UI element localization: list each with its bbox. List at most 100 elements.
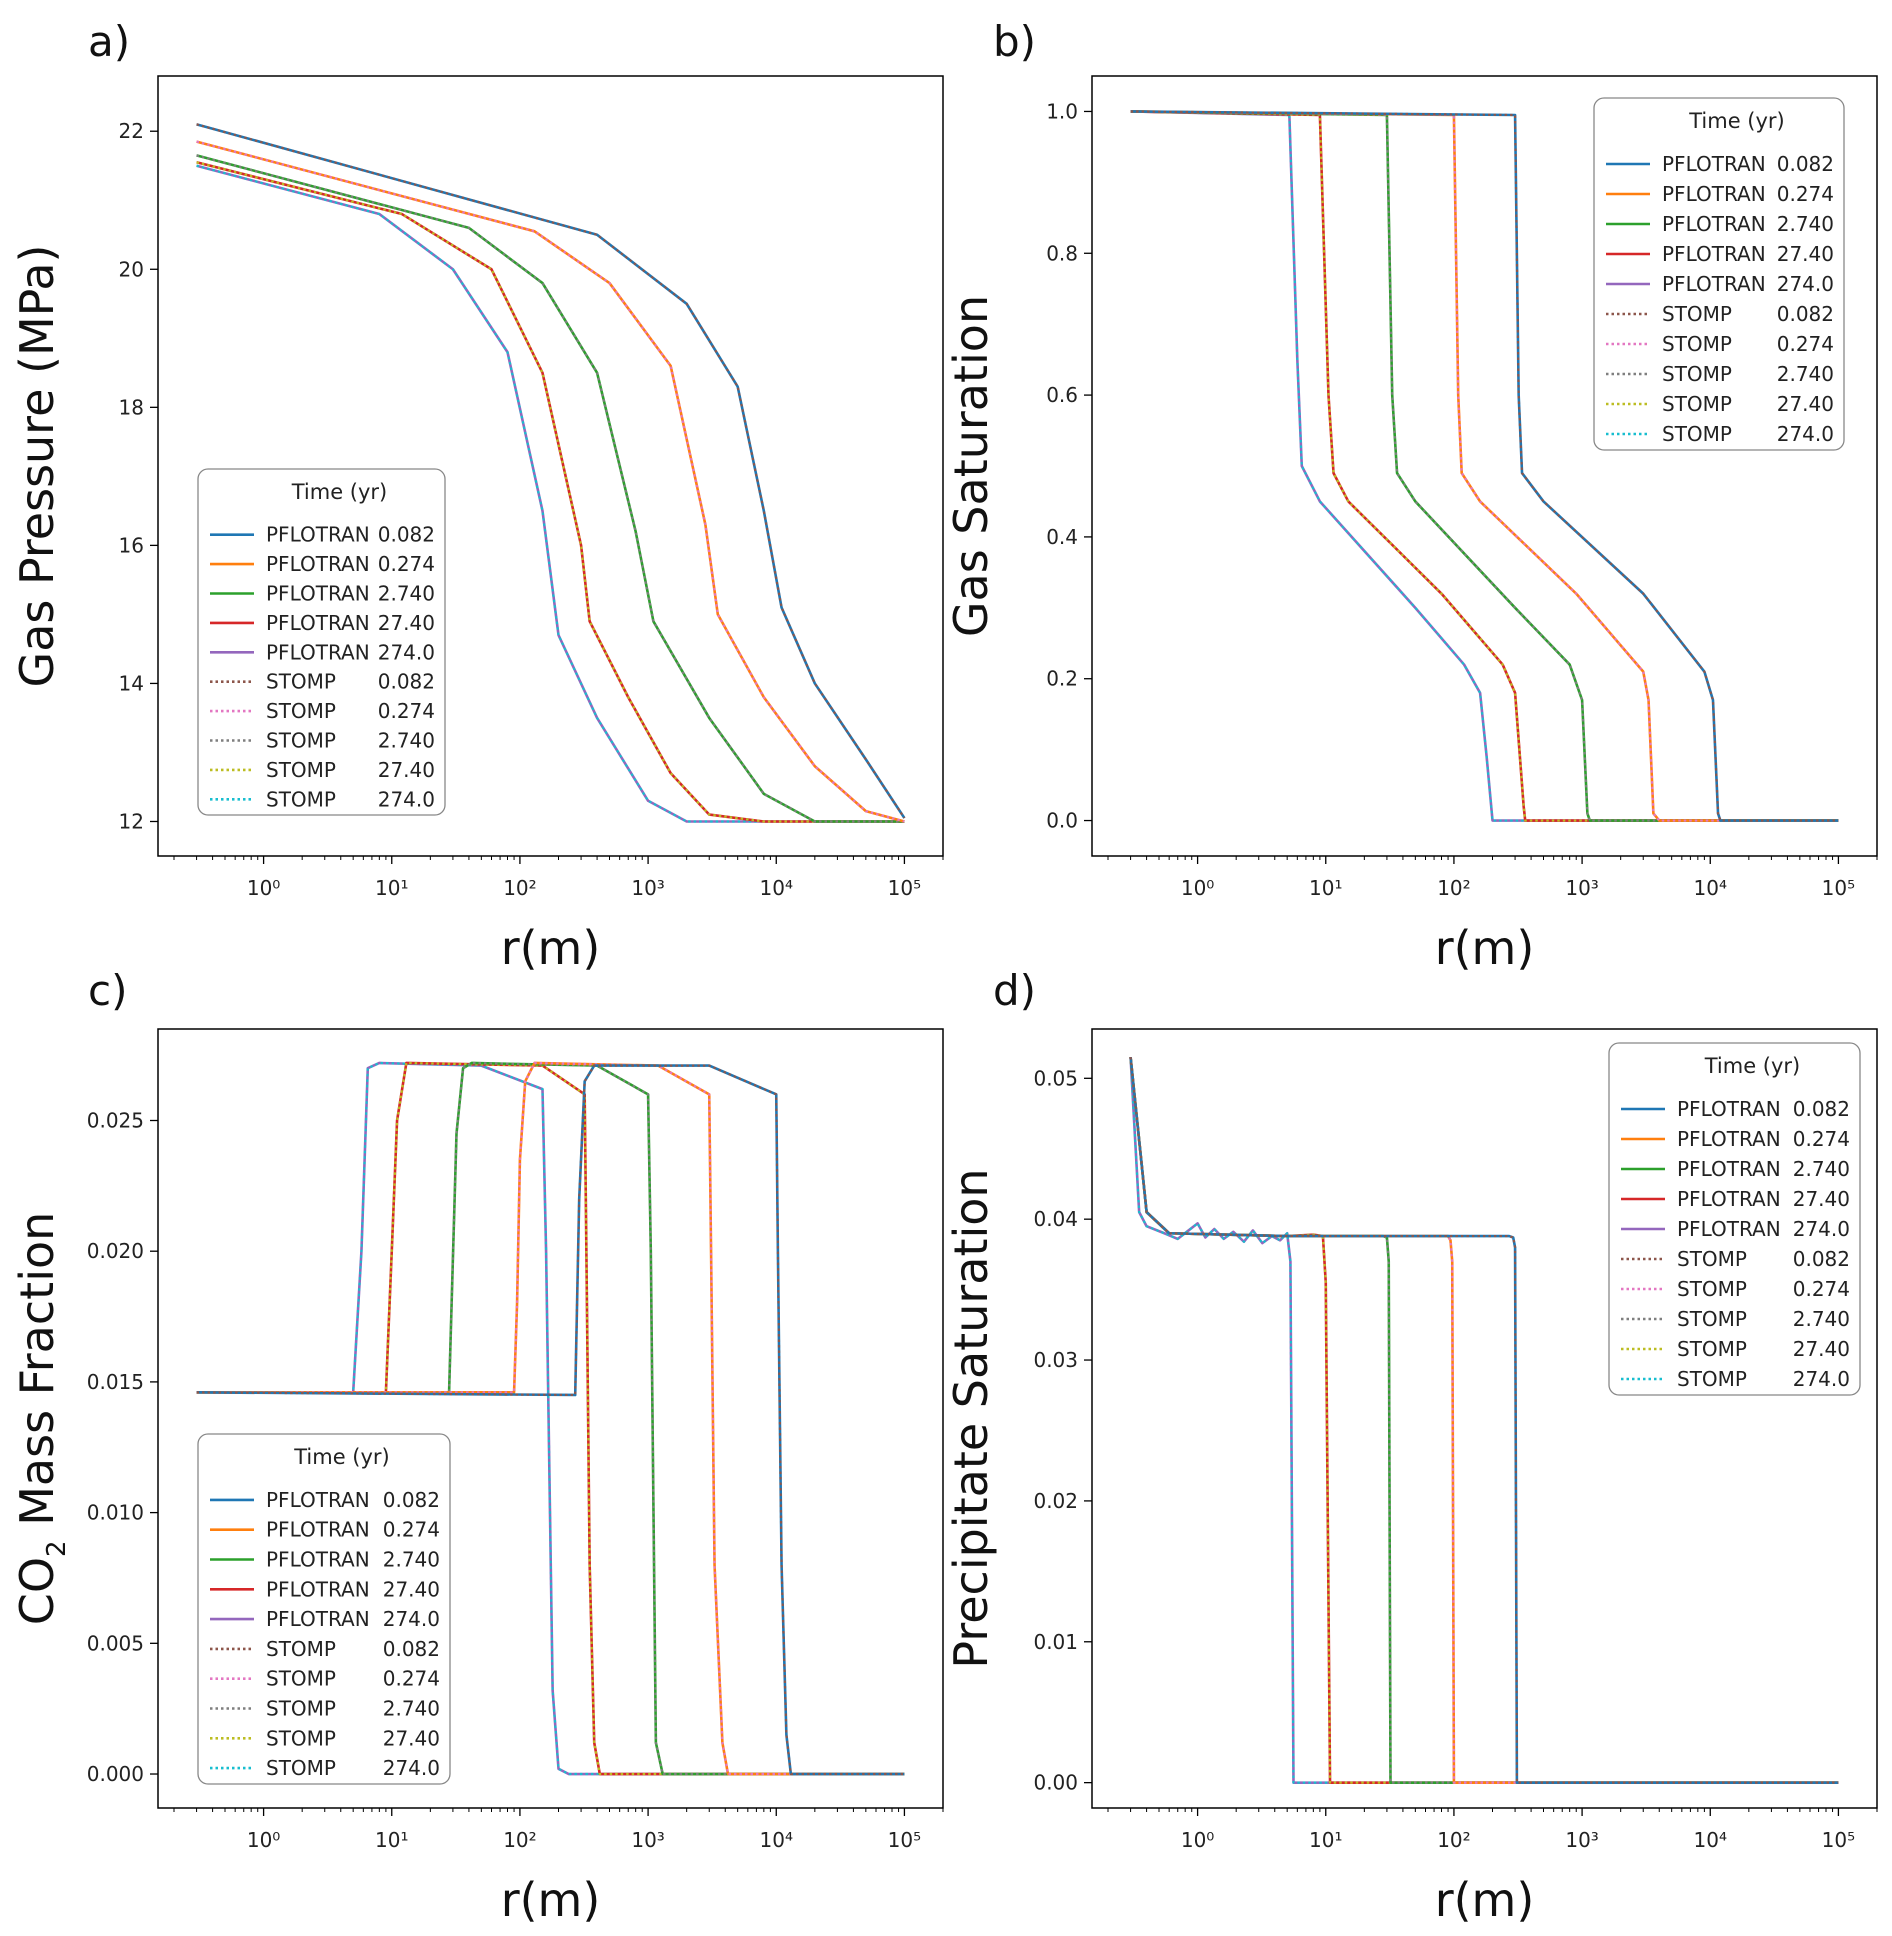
panel-a: a) 10⁰ 10¹ 10² 10³ 10⁴ 10⁵ 12 14 16 18 20 22 r(m) Gas … xyxy=(10,17,944,975)
y-tick-label: 0.01 xyxy=(1033,1630,1078,1654)
legend-series-name: STOMP xyxy=(1677,1367,1747,1391)
x-ticks: 10⁰ 10¹ 10² 10³ 10⁴ 10⁵ xyxy=(1107,1808,1878,1852)
series-line-pflotran xyxy=(1129,1057,1839,1784)
series-line-stomp xyxy=(196,123,906,819)
panel-d: d) 10⁰ 10¹ 10² 10³ 10⁴ 10⁵ 0.00 0.01 0.02 0.03 0.04… xyxy=(944,966,1878,1927)
legend-series-time: 0.274 xyxy=(383,1667,440,1691)
legend-series-name: PFLOTRAN xyxy=(266,1488,370,1512)
legend-series-time: 274.0 xyxy=(378,640,435,664)
legend-series-name: PFLOTRAN xyxy=(1677,1187,1781,1211)
legend-series-name: STOMP xyxy=(266,670,336,694)
series-line-stomp xyxy=(1130,110,1839,822)
series-line-stomp xyxy=(1130,110,1839,822)
legend-title: Time (yr) xyxy=(1688,109,1785,133)
legend-series-time: 0.274 xyxy=(1777,182,1834,206)
legend-box xyxy=(197,1433,451,1785)
y-tick-label: 12 xyxy=(119,809,144,833)
legend-series-name: PFLOTRAN xyxy=(266,1577,370,1601)
legend-series-name: STOMP xyxy=(266,1637,336,1661)
x-ticks: 10⁰ 10¹ 10² 10³ 10⁴ 10⁵ xyxy=(1107,856,1878,900)
y-tick-label: 0.2 xyxy=(1046,667,1078,691)
x-tick-label: 10⁰ xyxy=(1181,876,1214,900)
x-axis-label: r(m) xyxy=(501,921,601,975)
y-tick-label: 0.020 xyxy=(87,1239,144,1263)
legend-series-name: STOMP xyxy=(1677,1277,1747,1301)
y-axis-label: Gas Pressure (MPa) xyxy=(10,245,64,688)
legend-series-time: 2.740 xyxy=(378,582,435,606)
series-line-pflotran xyxy=(1130,110,1839,822)
legend-series-name: PFLOTRAN xyxy=(1662,242,1766,266)
legend: Time (yr) PFLOTRAN 0.082 PFLOTRAN 0.274 PFLOT… xyxy=(1593,97,1845,451)
y-tick-label: 22 xyxy=(119,119,144,143)
legend-series-name: STOMP xyxy=(266,699,336,723)
legend-series-time: 27.40 xyxy=(1777,392,1834,416)
y-ticks: 12 14 16 18 20 22 xyxy=(119,119,158,833)
y-tick-label: 0.04 xyxy=(1033,1207,1078,1231)
y-tick-label: 0.025 xyxy=(87,1108,144,1132)
x-tick-label: 10⁴ xyxy=(760,1828,793,1852)
legend-series-time: 0.082 xyxy=(383,1488,440,1512)
legend-series-time: 27.40 xyxy=(383,1726,440,1750)
x-tick-label: 10³ xyxy=(1565,1828,1598,1852)
y-tick-label: 0.4 xyxy=(1046,525,1078,549)
legend-series-time: 0.274 xyxy=(1777,332,1834,356)
legend-series-time: 0.082 xyxy=(1793,1097,1850,1121)
legend-series-name: STOMP xyxy=(1662,362,1732,386)
legend-title: Time (yr) xyxy=(1704,1054,1801,1078)
series-line-stomp xyxy=(196,164,905,823)
legend-series-name: PFLOTRAN xyxy=(266,1548,370,1572)
x-tick-label: 10⁰ xyxy=(1181,1828,1214,1852)
legend-series-time: 27.40 xyxy=(1793,1337,1850,1361)
y-tick-label: 0.03 xyxy=(1033,1348,1078,1372)
y-axis-label: Gas Saturation xyxy=(944,295,998,637)
legend-series-time: 0.082 xyxy=(383,1637,440,1661)
legend-series-name: PFLOTRAN xyxy=(1662,152,1766,176)
legend-series-time: 27.40 xyxy=(383,1577,440,1601)
legend-series-time: 274.0 xyxy=(1777,272,1834,296)
plot-frame xyxy=(157,1028,944,1809)
legend-series-time: 2.740 xyxy=(1777,362,1834,386)
legend-series-time: 274.0 xyxy=(378,787,435,811)
series-line-stomp xyxy=(1130,110,1839,822)
series-line-stomp xyxy=(1129,1057,1839,1784)
legend-series-name: STOMP xyxy=(1662,332,1732,356)
panel-label: a) xyxy=(88,17,130,66)
legend-series-time: 0.082 xyxy=(378,523,435,547)
legend-box xyxy=(1608,1042,1861,1396)
legend-series-name: PFLOTRAN xyxy=(1677,1127,1781,1151)
x-tick-label: 10³ xyxy=(631,1828,664,1852)
legend-box xyxy=(1593,97,1845,451)
legend-series-name: STOMP xyxy=(1677,1247,1747,1271)
x-axis-label: r(m) xyxy=(501,1873,601,1927)
plot-frame xyxy=(1091,1028,1878,1809)
series-line-stomp xyxy=(1130,110,1839,822)
legend-series-time: 2.740 xyxy=(378,729,435,753)
x-tick-label: 10³ xyxy=(1565,876,1598,900)
legend: Time (yr) PFLOTRAN 0.082 PFLOTRAN 0.274 PFLOT… xyxy=(197,1433,451,1785)
y-tick-label: 0.005 xyxy=(87,1631,144,1655)
y-ticks: 0.000 0.005 0.010 0.015 0.020 0.025 xyxy=(87,1108,158,1786)
legend-series-time: 274.0 xyxy=(383,1607,440,1631)
x-tick-label: 10² xyxy=(503,876,536,900)
panel-label: d) xyxy=(993,966,1036,1015)
x-tick-label: 10⁵ xyxy=(1822,876,1855,900)
x-tick-label: 10¹ xyxy=(1309,876,1342,900)
x-tick-label: 10⁰ xyxy=(247,876,280,900)
legend-series-time: 274.0 xyxy=(1777,422,1834,446)
series-group xyxy=(1129,1057,1839,1784)
y-tick-label: 0.000 xyxy=(87,1762,144,1786)
y-tick-label: 0.015 xyxy=(87,1370,144,1394)
legend-series-time: 0.274 xyxy=(378,552,435,576)
x-tick-label: 10⁴ xyxy=(1694,876,1727,900)
legend-series-time: 274.0 xyxy=(383,1756,440,1780)
legend-series-name: PFLOTRAN xyxy=(1662,182,1766,206)
x-tick-label: 10³ xyxy=(631,876,664,900)
legend-series-time: 274.0 xyxy=(1793,1367,1850,1391)
legend-series-name: PFLOTRAN xyxy=(266,1607,370,1631)
legend-series-name: PFLOTRAN xyxy=(1662,272,1766,296)
legend-series-name: PFLOTRAN xyxy=(266,582,370,606)
x-tick-label: 10⁵ xyxy=(1822,1828,1855,1852)
series-line-stomp xyxy=(196,1061,905,1776)
plot-frame xyxy=(157,75,944,857)
